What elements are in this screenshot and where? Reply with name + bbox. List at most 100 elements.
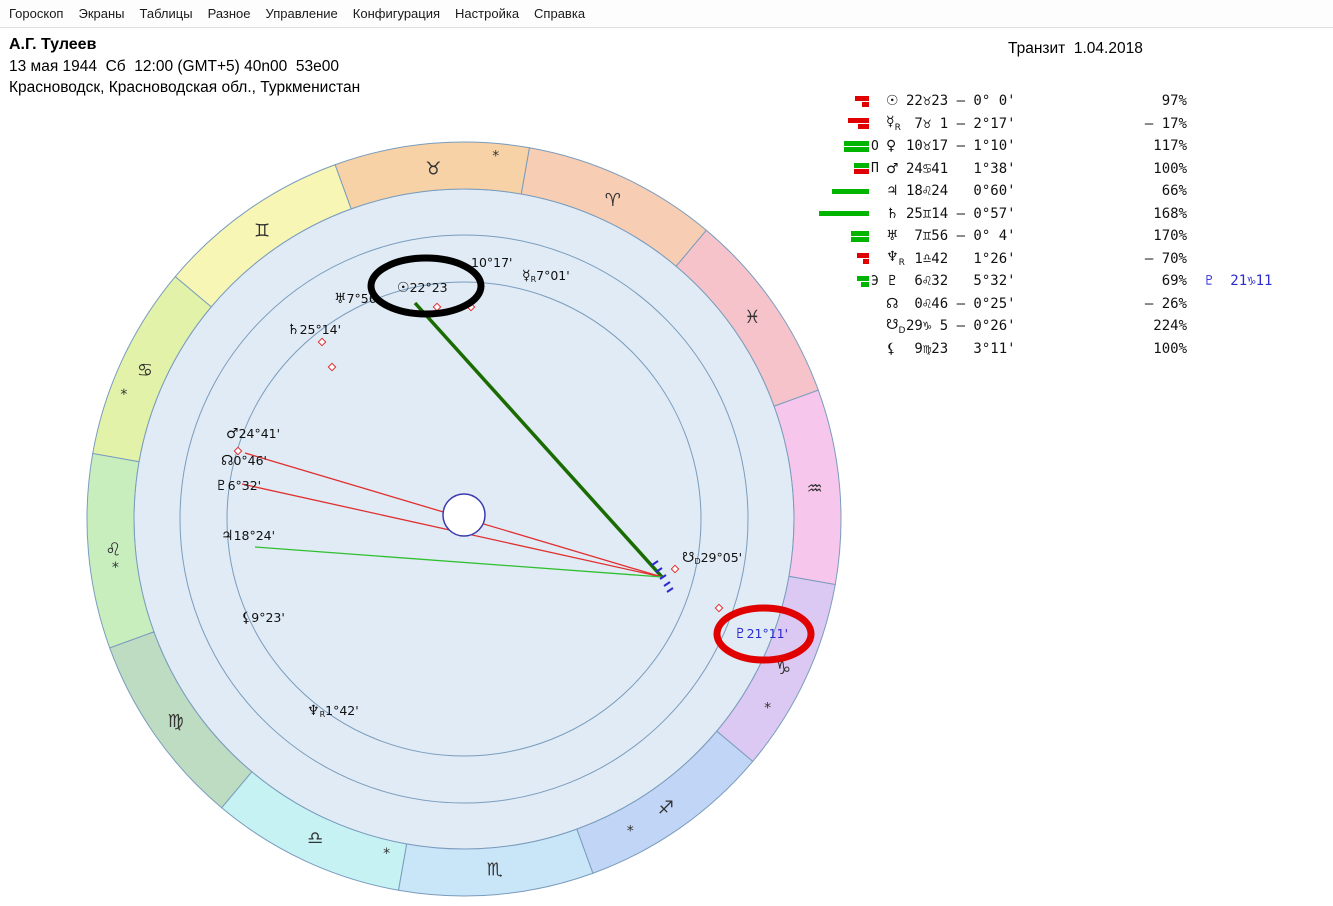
percent-text: 224% xyxy=(1153,318,1187,335)
transit-planet-tick xyxy=(651,560,659,566)
position-orb-text: 9♍23 3°11' xyxy=(906,340,1016,357)
birth-place: Красноводск, Красноводская обл., Туркмен… xyxy=(9,79,361,96)
menu-item-7[interactable]: Справка xyxy=(534,6,586,21)
red-bar xyxy=(854,169,869,175)
position-orb-text: 18♌24 0°60' xyxy=(906,183,1016,200)
aspect-row-south-node[interactable]: ☋D 29♑ 5 – 0°26' 224% xyxy=(842,315,1272,338)
aspect-row-lilith[interactable]: ⚸ 9♍23 3°11' 100% xyxy=(842,338,1272,361)
aspect-row-sun[interactable]: ☉ 22♉23 – 0° 0' 97% xyxy=(842,90,1272,113)
zodiac-wheel[interactable]: ♉*♊♋*♌*♍♎*♏♐*♑*♒♓♈☉22°2310°17'☿R7°01'♅7°… xyxy=(85,140,843,898)
saturn-glyph: ♄ xyxy=(886,205,899,222)
menu-item-5[interactable]: Конфигурация xyxy=(352,6,441,21)
strength-bars xyxy=(842,118,869,130)
green-bar xyxy=(861,281,869,287)
aspect-marker-diamond xyxy=(432,302,442,312)
planet-label-saturn[interactable]: ♄25°14' xyxy=(287,322,341,338)
south-node-glyph: ☋D xyxy=(886,316,906,336)
strength-bars xyxy=(842,140,869,152)
zodiac-glyph-aries: ♈ xyxy=(605,190,621,211)
menu-item-3[interactable]: Разное xyxy=(207,6,251,21)
strength-bars xyxy=(842,230,869,242)
aspect-row-jupiter[interactable]: ♃ 18♌24 0°60' 66% xyxy=(832,180,1272,203)
zodiac-glyph-virgo: ♍ xyxy=(168,711,184,732)
red-bar xyxy=(862,101,869,107)
transit-planet-tick xyxy=(663,581,671,587)
transit-planet-tick xyxy=(666,587,674,593)
planet-label-transit-pluto[interactable]: ♇21°11' xyxy=(734,626,788,642)
jupiter-glyph: ♃ xyxy=(886,183,899,200)
percent-text: – 70% xyxy=(1144,250,1187,267)
position-orb-text: 7♉ 1 – 2°17' xyxy=(906,115,1016,132)
aspect-row-uranus[interactable]: ♅ 7♊56 – 0° 4' 170% xyxy=(842,225,1272,248)
menu-item-1[interactable]: Экраны xyxy=(78,6,125,21)
zodiac-glyph-leo: ♌ xyxy=(105,540,121,561)
earth-center-circle xyxy=(442,493,486,537)
percent-text: 100% xyxy=(1153,340,1187,357)
venus-glyph: ♀ xyxy=(886,138,897,155)
position-orb-text: 1♎42 1°26' xyxy=(906,250,1016,267)
sign-asterisk: * xyxy=(383,846,390,862)
zodiac-glyph-taurus: ♉ xyxy=(425,158,441,179)
zodiac-glyph-sagittarius: ♐ xyxy=(658,797,674,818)
pluto-glyph: ♇ xyxy=(886,273,899,290)
aspect-row-neptune[interactable]: ♆R 1♎42 1°26' – 70% xyxy=(842,248,1272,271)
sign-asterisk: * xyxy=(627,824,634,840)
planet-label-jupiter[interactable]: ♃18°24' xyxy=(221,528,275,544)
planet-label-sun[interactable]: ☉22°23 xyxy=(397,280,448,296)
sign-asterisk: * xyxy=(492,148,499,164)
planet-label-mercury[interactable]: ☿R7°01' xyxy=(522,268,570,284)
aspect-row-north-node[interactable]: ☊ 0♌46 – 0°25' – 26% xyxy=(842,293,1272,316)
planet-label-mars[interactable]: ♂24°41' xyxy=(226,426,280,442)
position-orb-text: 0♌46 – 0°25' xyxy=(906,295,1016,312)
percent-text: 100% xyxy=(1153,160,1187,177)
aspect-row-mercury[interactable]: ☿R 7♉ 1 – 2°17' – 17% xyxy=(842,113,1272,136)
zodiac-glyph-libra: ♎ xyxy=(307,828,323,849)
menu-item-6[interactable]: Настройка xyxy=(455,6,520,21)
aspect-row-saturn[interactable]: ♄ 25♊14 – 0°57' 168% xyxy=(819,203,1272,226)
mercury-glyph: ☿R xyxy=(886,114,901,134)
highlight-black-ellipse xyxy=(367,254,485,318)
green-bar xyxy=(854,163,869,169)
uranus-glyph: ♅ xyxy=(886,228,899,245)
planet-label-neptune[interactable]: ♆R1°42' xyxy=(307,703,359,719)
strength-bars xyxy=(842,163,869,175)
transit-planet-tick xyxy=(655,567,663,573)
wheel-ring xyxy=(179,234,749,804)
aspect-row-mars[interactable]: П ♂ 24♋41 1°38' 100% xyxy=(842,158,1272,181)
aspect-row-venus[interactable]: O ♀ 10♉17 – 1°10' 117% xyxy=(842,135,1272,158)
sign-asterisk: * xyxy=(764,701,771,717)
menu-item-0[interactable]: Гороскоп xyxy=(9,6,64,21)
planet-label-north-node[interactable]: ☊0°46' xyxy=(221,453,267,469)
percent-text: 117% xyxy=(1153,138,1187,155)
planet-label-venus[interactable]: 10°17' xyxy=(471,255,513,270)
green-bar xyxy=(851,230,869,236)
planet-label-south-node[interactable]: ☋D29°05' xyxy=(682,550,742,566)
aspect-row-pluto[interactable]: Э ♇ 6♌32 5°32' 69% ♇ 21♑11 xyxy=(842,270,1272,293)
zodiac-glyph-gemini: ♊ xyxy=(254,221,270,242)
menu-item-2[interactable]: Таблицы xyxy=(139,6,193,21)
percent-text: 66% xyxy=(1161,183,1187,200)
aspect-marker-diamond xyxy=(714,603,724,613)
strength-bars xyxy=(842,253,869,265)
aspect-code: Э xyxy=(871,273,879,289)
red-bar xyxy=(855,95,869,101)
strength-bars xyxy=(832,188,869,194)
position-orb-text: 7♊56 – 0° 4' xyxy=(906,228,1016,245)
zodiac-glyph-capricorn: ♑ xyxy=(775,658,791,679)
red-bar xyxy=(848,118,869,124)
aspect-marker-diamond xyxy=(670,564,680,574)
chart-header: А.Г. Тулеев 13 мая 1944 Сб 12:00 (GMT+5)… xyxy=(9,36,360,97)
position-orb-text: 22♉23 – 0° 0' xyxy=(906,93,1016,110)
transit-date-label: Транзит 1.04.2018 xyxy=(1008,40,1143,57)
mars-glyph: ♂ xyxy=(886,160,899,177)
neptune-glyph: ♆R xyxy=(886,249,905,269)
planet-label-lilith[interactable]: ⚸9°23' xyxy=(241,610,285,626)
sign-asterisk: * xyxy=(112,560,119,576)
planet-label-pluto[interactable]: ♇6°32' xyxy=(215,478,261,494)
aspect-line-0 xyxy=(413,301,664,579)
percent-text: 97% xyxy=(1161,93,1187,110)
planet-label-uranus[interactable]: ♅7°56 xyxy=(334,291,377,307)
menu-item-4[interactable]: Управление xyxy=(265,6,338,21)
green-bar xyxy=(832,188,869,194)
